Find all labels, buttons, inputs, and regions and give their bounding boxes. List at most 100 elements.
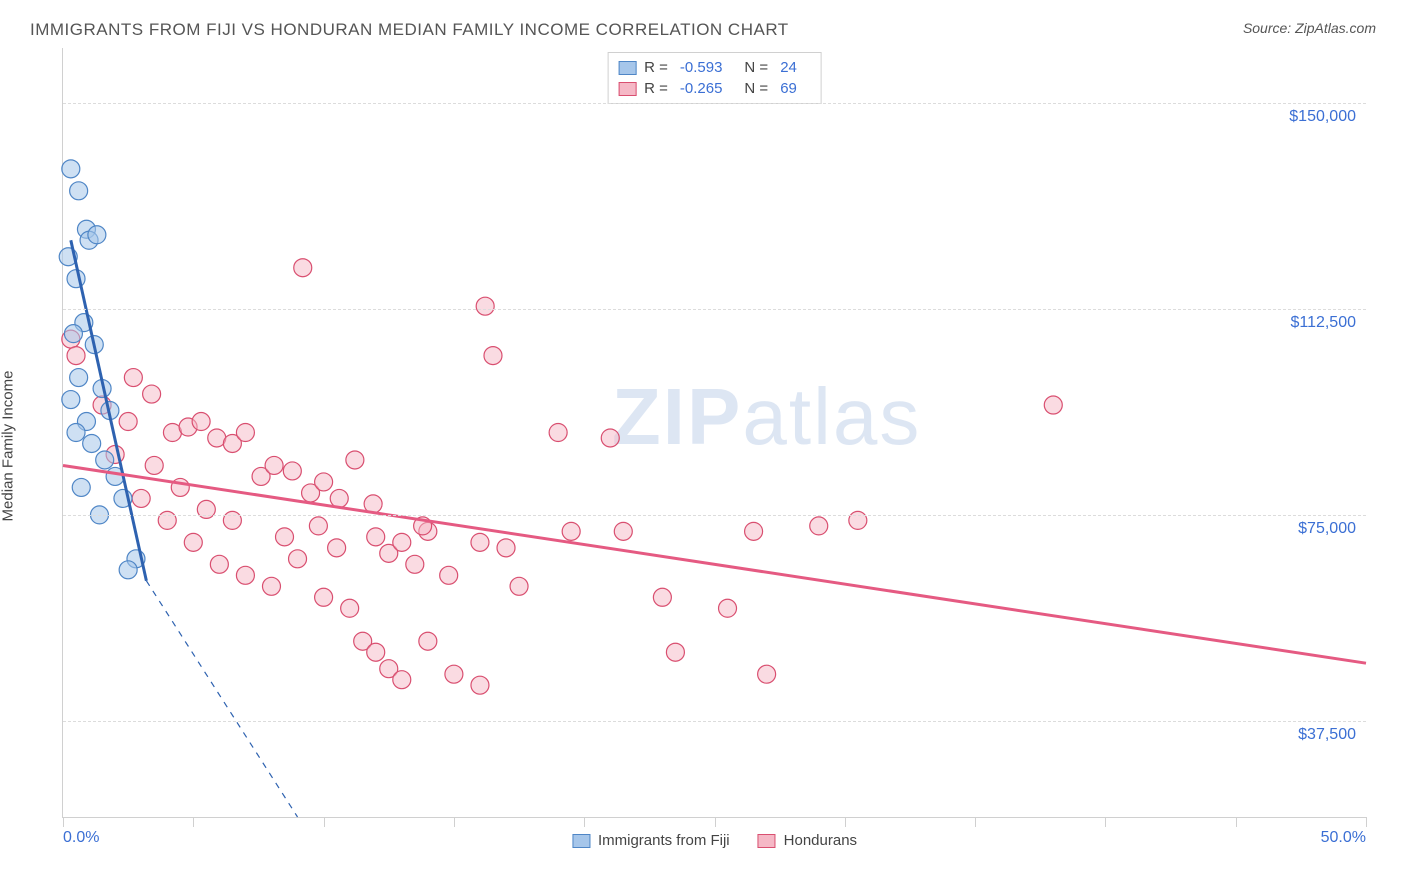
legend-label-hondurans: Hondurans — [784, 832, 857, 849]
trend-line — [63, 465, 1366, 663]
scatter-point — [289, 550, 307, 568]
trend-line-dashed — [146, 581, 297, 817]
x-tick — [975, 817, 976, 827]
legend-series: Immigrants from Fiji Hondurans — [572, 832, 857, 849]
legend-stats-row-fiji: R = -0.593 N = 24 — [618, 57, 811, 78]
scatter-point — [62, 160, 80, 178]
swatch-fiji — [618, 61, 636, 75]
r-label: R = — [644, 59, 668, 76]
legend-label-fiji: Immigrants from Fiji — [598, 832, 730, 849]
swatch-hondurans — [618, 82, 636, 96]
scatter-point — [62, 391, 80, 409]
scatter-point — [393, 671, 411, 689]
x-tick — [1236, 817, 1237, 827]
scatter-point — [328, 539, 346, 557]
scatter-point — [471, 533, 489, 551]
chart-container: IMMIGRANTS FROM FIJI VS HONDURAN MEDIAN … — [0, 0, 1406, 892]
scatter-point — [497, 539, 515, 557]
title-row: IMMIGRANTS FROM FIJI VS HONDURAN MEDIAN … — [20, 20, 1386, 48]
gridline — [63, 515, 1366, 516]
source-label: Source: ZipAtlas.com — [1243, 20, 1376, 36]
r-value-fiji: -0.593 — [680, 59, 723, 76]
scatter-point — [276, 528, 294, 546]
swatch-fiji — [572, 834, 590, 848]
x-tick — [715, 817, 716, 827]
scatter-point — [283, 462, 301, 480]
legend-stats-row-hondurans: R = -0.265 N = 69 — [618, 78, 811, 99]
x-tick — [1366, 817, 1367, 827]
y-tick-label: $150,000 — [1289, 108, 1356, 126]
x-tick-label-max: 50.0% — [1321, 829, 1366, 847]
trend-line — [71, 240, 147, 581]
scatter-point — [119, 561, 137, 579]
scatter-point — [88, 226, 106, 244]
legend-stats: R = -0.593 N = 24 R = -0.265 N = 69 — [607, 52, 822, 104]
scatter-point — [745, 522, 763, 540]
scatter-point — [72, 478, 90, 496]
plot-area: ZIPatlas R = -0.593 N = 24 R = -0.265 N … — [62, 48, 1366, 818]
scatter-point — [510, 577, 528, 595]
scatter-point — [601, 429, 619, 447]
scatter-point — [96, 451, 114, 469]
x-tick — [193, 817, 194, 827]
scatter-point — [666, 643, 684, 661]
gridline — [63, 309, 1366, 310]
scatter-point — [315, 473, 333, 491]
r-label: R = — [644, 80, 668, 97]
scatter-point — [1044, 396, 1062, 414]
scatter-point — [67, 347, 85, 365]
scatter-point — [476, 297, 494, 315]
scatter-point — [810, 517, 828, 535]
n-value-hondurans: 69 — [780, 80, 797, 97]
gridline — [63, 721, 1366, 722]
scatter-point — [419, 632, 437, 650]
scatter-point — [549, 424, 567, 442]
scatter-point — [184, 533, 202, 551]
x-tick — [324, 817, 325, 827]
legend-item-fiji: Immigrants from Fiji — [572, 832, 730, 849]
chart-title: IMMIGRANTS FROM FIJI VS HONDURAN MEDIAN … — [30, 20, 789, 40]
scatter-point — [440, 566, 458, 584]
scatter-point — [210, 555, 228, 573]
r-value-hondurans: -0.265 — [680, 80, 723, 97]
scatter-point — [67, 270, 85, 288]
swatch-hondurans — [758, 834, 776, 848]
y-axis-label: Median Family Income — [0, 371, 17, 522]
x-tick — [845, 817, 846, 827]
scatter-point — [119, 413, 137, 431]
scatter-point — [653, 588, 671, 606]
scatter-point — [346, 451, 364, 469]
scatter-point — [294, 259, 312, 277]
scatter-point — [758, 665, 776, 683]
scatter-point — [406, 555, 424, 573]
scatter-point — [83, 434, 101, 452]
scatter-point — [70, 369, 88, 387]
scatter-point — [132, 489, 150, 507]
scatter-point — [70, 182, 88, 200]
scatter-point — [262, 577, 280, 595]
x-tick-label-min: 0.0% — [63, 829, 99, 847]
y-tick-label: $112,500 — [1290, 314, 1356, 332]
gridline — [63, 103, 1366, 104]
scatter-point — [236, 566, 254, 584]
scatter-point — [393, 533, 411, 551]
x-tick — [63, 817, 64, 827]
scatter-point — [67, 424, 85, 442]
scatter-point — [471, 676, 489, 694]
x-tick — [1105, 817, 1106, 827]
n-value-fiji: 24 — [780, 59, 797, 76]
scatter-point — [192, 413, 210, 431]
scatter-point — [562, 522, 580, 540]
scatter-point — [143, 385, 161, 403]
scatter-point — [236, 424, 254, 442]
scatter-point — [367, 528, 385, 546]
scatter-point — [719, 599, 737, 617]
n-label: N = — [744, 59, 768, 76]
plot-svg — [63, 48, 1366, 817]
scatter-point — [64, 325, 82, 343]
scatter-point — [445, 665, 463, 683]
n-label: N = — [744, 80, 768, 97]
scatter-point — [614, 522, 632, 540]
scatter-point — [309, 517, 327, 535]
x-tick — [454, 817, 455, 827]
